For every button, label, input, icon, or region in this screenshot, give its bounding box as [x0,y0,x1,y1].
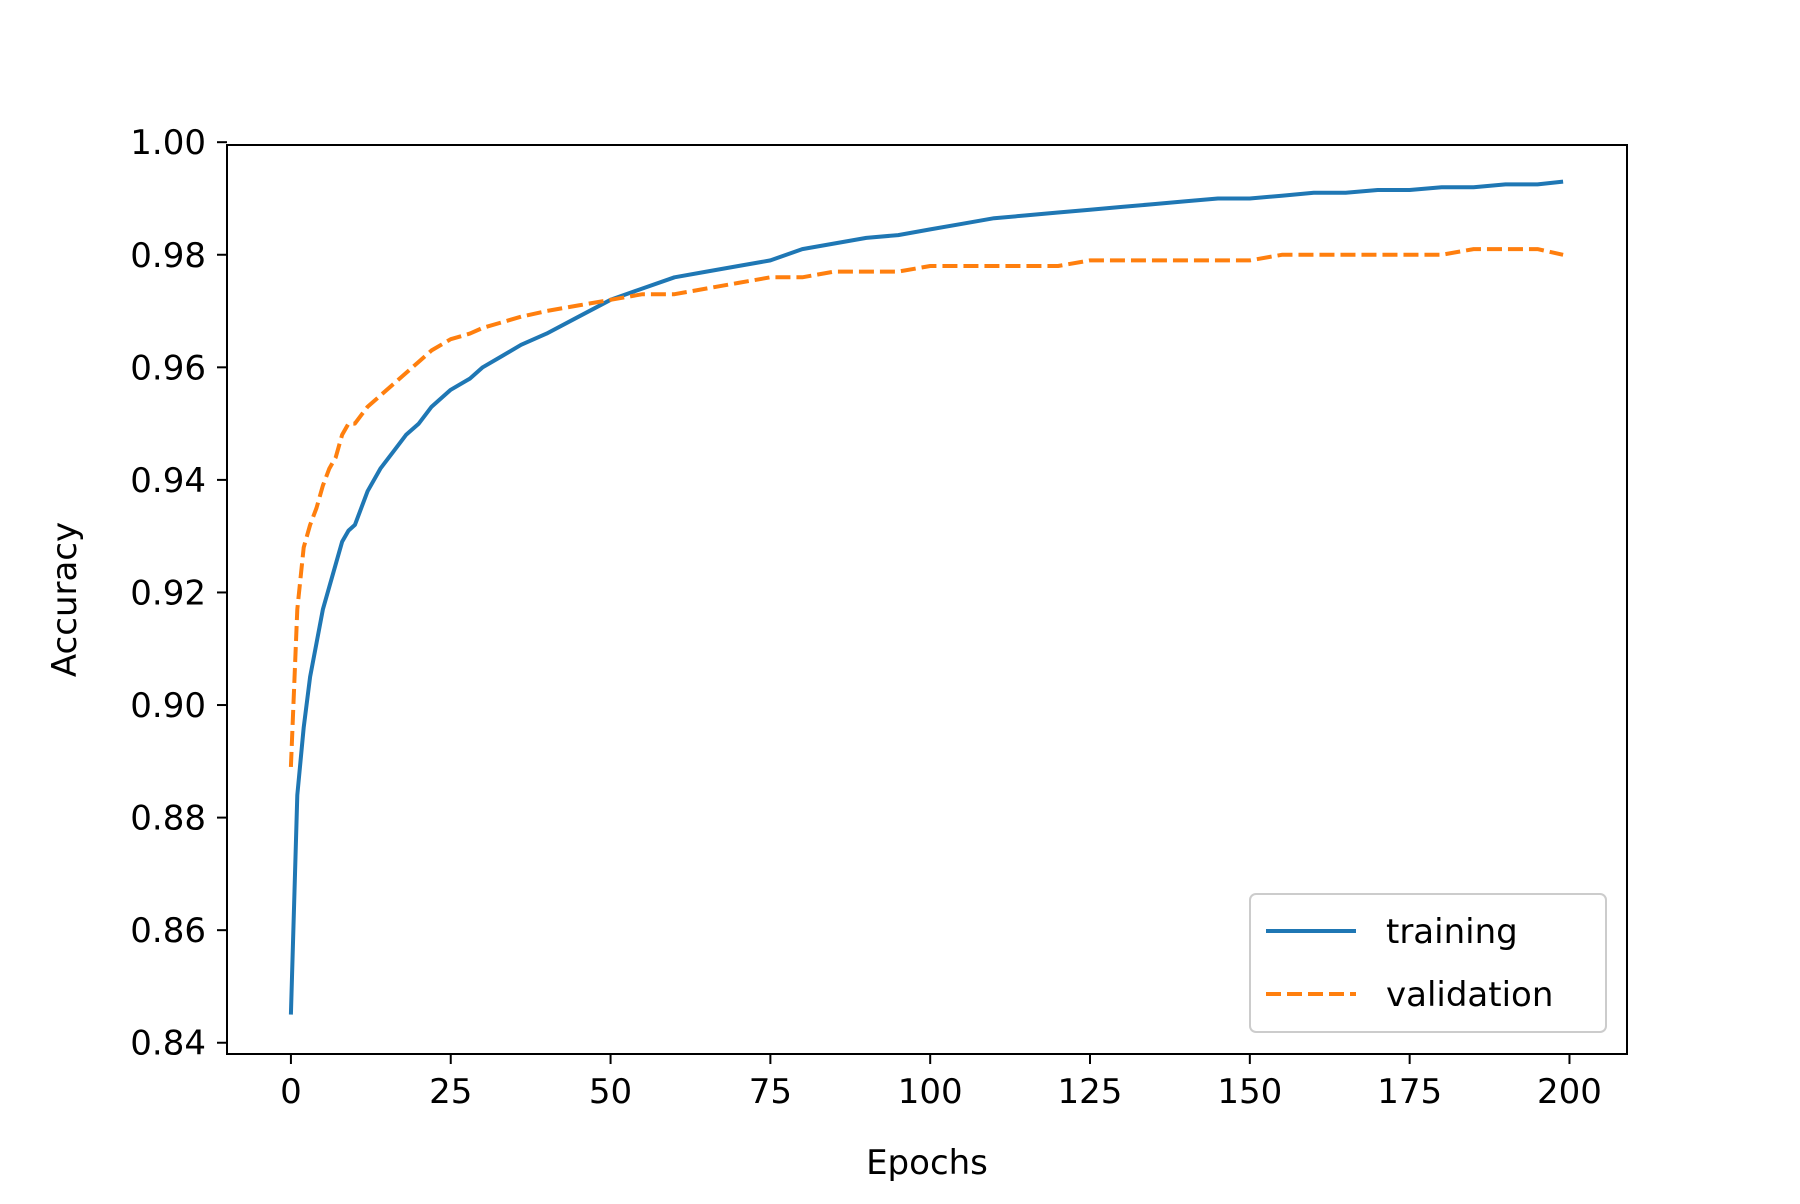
x-tick-label: 50 [589,1072,632,1112]
x-tick-label: 100 [898,1072,963,1112]
axes-frame [226,144,1628,1055]
y-tick-label: 0.90 [130,686,206,726]
y-tick-label: 0.84 [130,1024,206,1064]
x-tick-label: 175 [1377,1072,1442,1112]
y-tick-label: 0.92 [130,573,206,613]
series-line-training [288,179,1564,1015]
x-tick-label: 150 [1217,1072,1282,1112]
legend-label-validation: validation [1386,975,1553,1015]
x-axis: 0 25 50 75 100 125 150 175 200 [280,1054,1602,1112]
y-tick-label: 0.88 [130,799,206,839]
y-tick-label: 0.98 [130,236,206,276]
y-axis: 0.84 0.86 0.88 0.90 0.92 0.94 0.96 0.98 1.00 [130,123,227,1064]
x-axis-label: Epochs [866,1143,988,1183]
y-tick-label: 1.00 [130,123,206,163]
y-tick-label: 0.86 [130,911,206,951]
y-tick-label: 0.94 [130,461,206,501]
x-tick-label: 25 [429,1072,472,1112]
x-tick-label: 0 [280,1072,302,1112]
plot-area [288,179,1564,1015]
x-tick-label: 125 [1058,1072,1123,1112]
legend-box [1249,893,1607,1033]
x-tick-label: 200 [1537,1072,1602,1112]
y-axis-label: Accuracy [45,522,85,677]
legend: training validation [1249,893,1607,1033]
legend-label-training: training [1386,912,1518,952]
y-tick-label: 0.96 [130,348,206,388]
x-tick-label: 75 [749,1072,792,1112]
series-line-validation [288,247,1564,767]
